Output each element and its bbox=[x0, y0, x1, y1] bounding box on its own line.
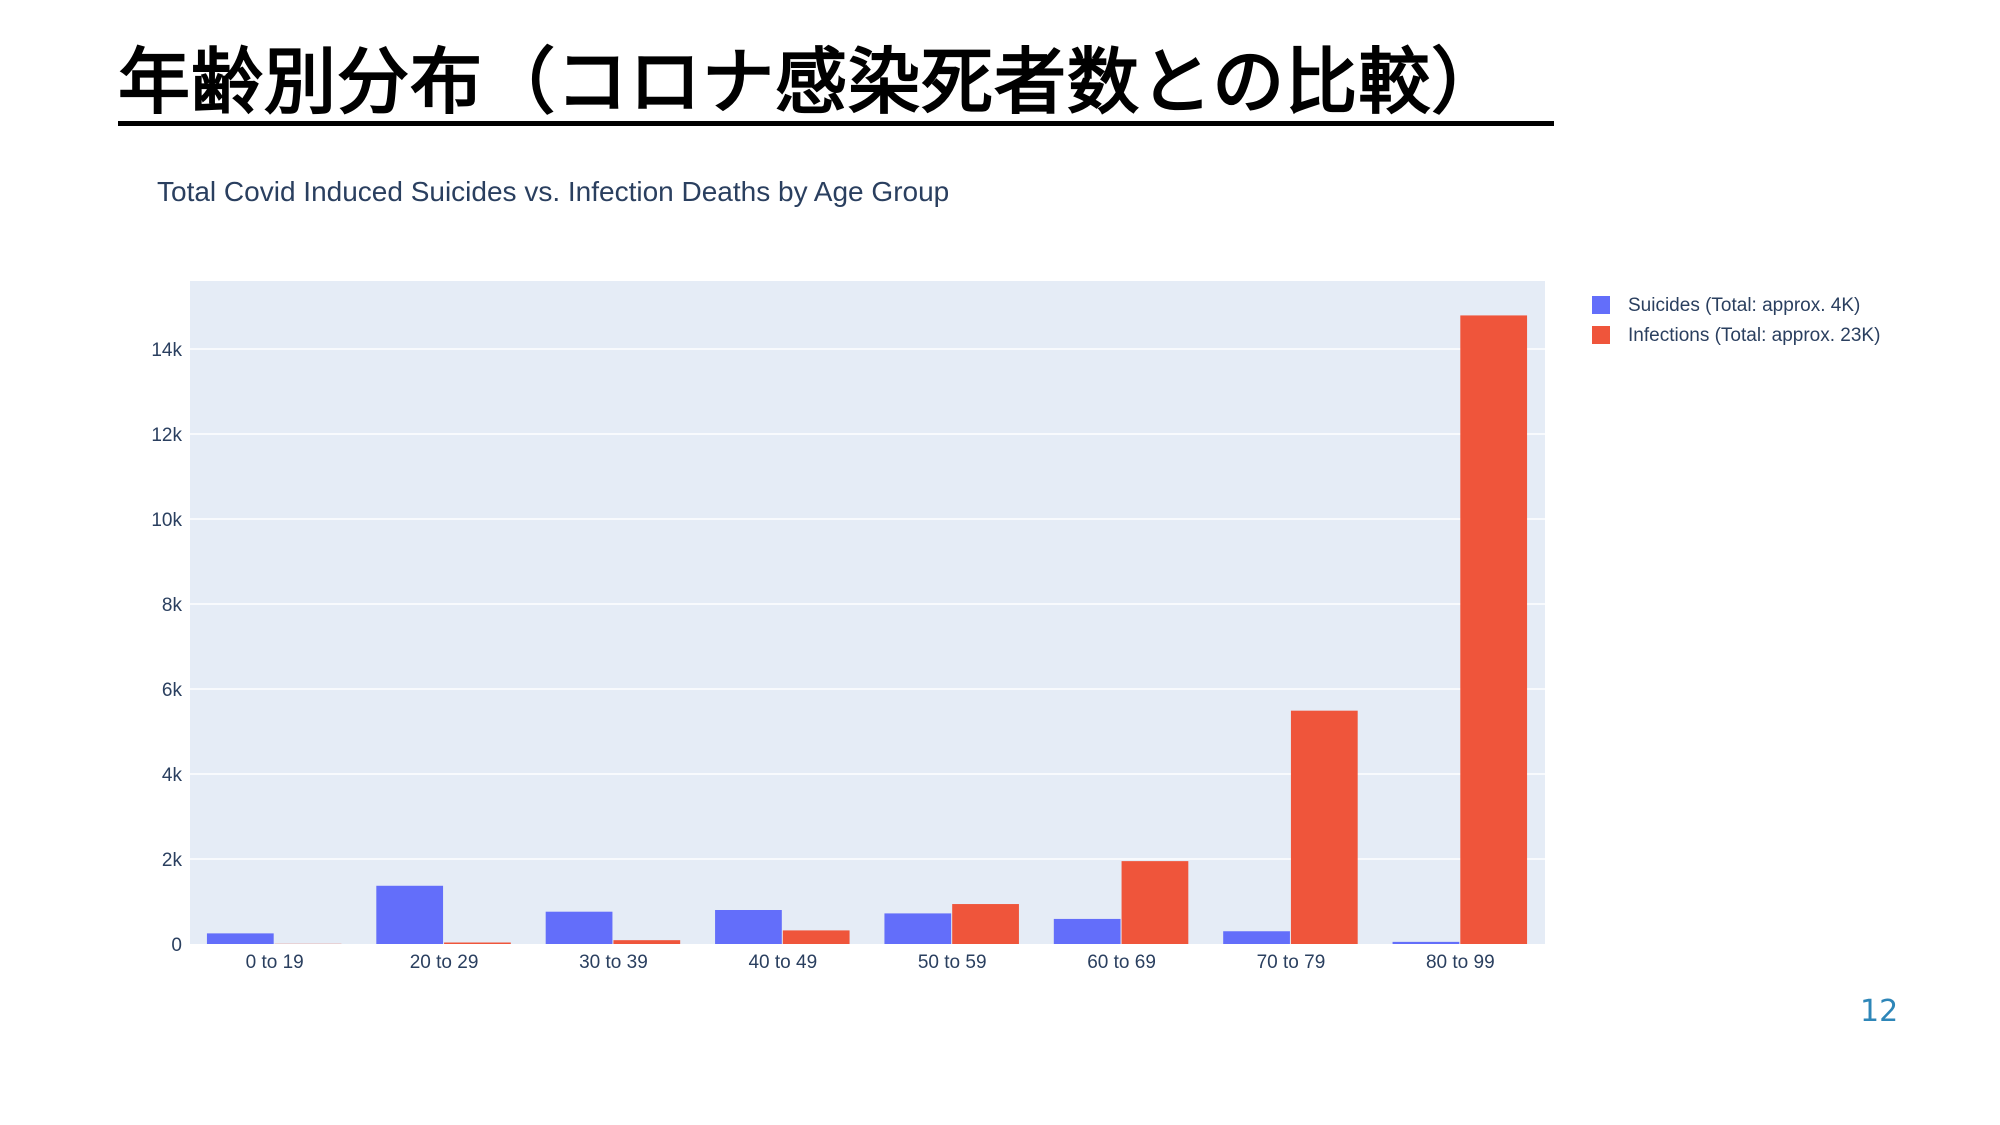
bar-suicides bbox=[884, 913, 952, 944]
x-tick-label: 70 to 79 bbox=[1257, 952, 1326, 973]
y-tick-label: 8k bbox=[162, 595, 183, 616]
chart-title: Total Covid Induced Suicides vs. Infecti… bbox=[157, 176, 950, 207]
x-tick-label: 20 to 29 bbox=[410, 952, 479, 973]
page-number: 12 bbox=[1860, 994, 1899, 1029]
bar-infections bbox=[952, 904, 1019, 944]
bar-suicides bbox=[376, 885, 444, 944]
bar-infections bbox=[1290, 710, 1358, 944]
bar-suicides bbox=[1053, 918, 1121, 944]
x-tick-label: 60 to 69 bbox=[1087, 952, 1156, 973]
x-tick-label: 50 to 59 bbox=[918, 952, 987, 973]
slide-title: 年齢別分布（コロナ感染死者数との比較） bbox=[118, 40, 1505, 124]
bar-suicides bbox=[206, 933, 274, 944]
bar-infections bbox=[782, 930, 850, 944]
legend-label: Infections (Total: approx. 23K) bbox=[1628, 325, 1880, 346]
bar-suicides bbox=[1392, 941, 1460, 944]
bar-suicides bbox=[1223, 931, 1290, 944]
y-tick-label: 4k bbox=[162, 765, 183, 786]
legend-label: Suicides (Total: approx. 4K) bbox=[1628, 295, 1860, 316]
legend-swatch bbox=[1592, 296, 1610, 314]
bar-infections bbox=[1460, 315, 1528, 944]
bar-infections bbox=[444, 942, 511, 944]
x-tick-label: 30 to 39 bbox=[579, 952, 648, 973]
y-tick-label: 12k bbox=[151, 425, 182, 446]
y-tick-label: 2k bbox=[162, 850, 183, 871]
y-tick-label: 6k bbox=[162, 680, 183, 701]
bar-suicides bbox=[715, 910, 782, 944]
bar-infections bbox=[1121, 861, 1189, 944]
y-tick-label: 10k bbox=[151, 510, 182, 531]
x-tick-label: 0 to 19 bbox=[246, 952, 304, 973]
title-underline bbox=[118, 121, 1554, 126]
x-tick-label: 40 to 49 bbox=[748, 952, 817, 973]
y-tick-label: 14k bbox=[151, 340, 182, 361]
y-tick-label: 0 bbox=[171, 935, 182, 956]
legend-swatch bbox=[1592, 326, 1610, 344]
bar-infections bbox=[613, 940, 681, 944]
x-tick-label: 80 to 99 bbox=[1426, 952, 1495, 973]
bar-suicides bbox=[545, 911, 613, 944]
